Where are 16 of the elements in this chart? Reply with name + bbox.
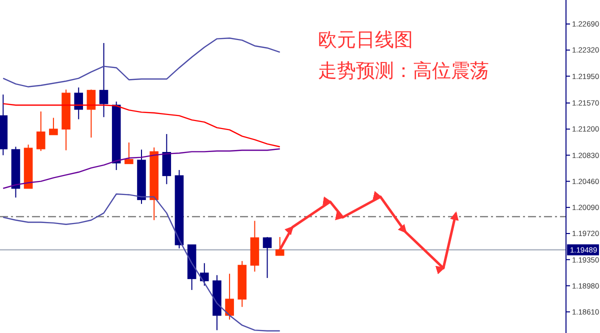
candlestick [275, 236, 284, 256]
text: 欧元日线图 [318, 30, 413, 51]
candlestick [162, 134, 172, 185]
candlestick [74, 86, 84, 120]
candlestick [86, 89, 96, 138]
line-series [2, 193, 280, 332]
candlestick [99, 42, 108, 118]
text: 走势预测：高位震荡 [318, 60, 489, 82]
line-series [2, 37, 280, 88]
candlestick [36, 110, 46, 152]
candlestick [262, 236, 272, 278]
candlestick [225, 273, 234, 320]
line-series [2, 148, 280, 189]
candlestick [124, 142, 134, 164]
candlestick [49, 117, 58, 136]
candlestick [200, 262, 209, 286]
